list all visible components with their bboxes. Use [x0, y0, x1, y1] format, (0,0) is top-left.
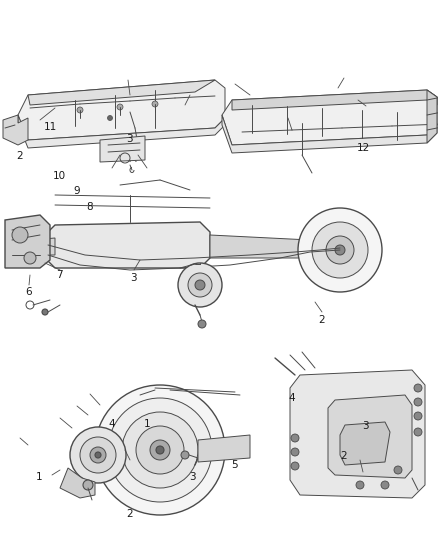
Circle shape	[381, 481, 389, 489]
Circle shape	[188, 273, 212, 297]
Circle shape	[312, 222, 368, 278]
Circle shape	[77, 107, 83, 113]
Circle shape	[291, 448, 299, 456]
Polygon shape	[100, 136, 145, 162]
Text: 1: 1	[143, 419, 150, 429]
Circle shape	[152, 101, 158, 107]
Circle shape	[291, 434, 299, 442]
Polygon shape	[210, 235, 310, 258]
Circle shape	[181, 451, 189, 459]
Circle shape	[150, 440, 170, 460]
Bar	[326, 119, 338, 127]
Circle shape	[107, 116, 113, 120]
Circle shape	[80, 437, 116, 473]
Circle shape	[108, 398, 212, 502]
Bar	[366, 116, 378, 124]
Polygon shape	[3, 115, 28, 145]
Circle shape	[335, 245, 345, 255]
Circle shape	[414, 384, 422, 392]
Text: 3: 3	[126, 134, 133, 143]
Polygon shape	[18, 115, 225, 148]
Circle shape	[414, 398, 422, 406]
Polygon shape	[198, 435, 250, 462]
Circle shape	[298, 208, 382, 292]
Bar	[251, 125, 263, 133]
Polygon shape	[5, 215, 50, 268]
Text: 2: 2	[16, 151, 23, 160]
Circle shape	[83, 480, 93, 490]
Circle shape	[136, 426, 184, 474]
Circle shape	[326, 236, 354, 264]
Circle shape	[198, 320, 206, 328]
Circle shape	[95, 385, 225, 515]
Circle shape	[70, 427, 126, 483]
Text: 2: 2	[318, 315, 325, 325]
Circle shape	[178, 263, 222, 307]
Text: 2: 2	[126, 510, 133, 519]
Text: 11: 11	[44, 122, 57, 132]
Polygon shape	[340, 422, 390, 465]
Text: 3: 3	[130, 273, 137, 283]
Bar	[286, 122, 298, 130]
Text: 9: 9	[73, 186, 80, 196]
Polygon shape	[28, 80, 215, 105]
Circle shape	[414, 412, 422, 420]
Polygon shape	[45, 222, 210, 268]
Polygon shape	[10, 238, 55, 255]
Text: 3: 3	[189, 472, 196, 482]
Circle shape	[394, 466, 402, 474]
Text: 7: 7	[56, 270, 63, 280]
Circle shape	[122, 412, 198, 488]
Text: 12: 12	[357, 143, 370, 153]
Circle shape	[117, 104, 123, 110]
Circle shape	[195, 280, 205, 290]
Text: 2: 2	[340, 451, 347, 461]
Polygon shape	[427, 90, 437, 143]
Circle shape	[42, 309, 48, 315]
Polygon shape	[18, 80, 225, 140]
Text: 10: 10	[53, 171, 66, 181]
Circle shape	[95, 452, 101, 458]
Text: 4: 4	[108, 419, 115, 429]
Polygon shape	[328, 395, 412, 478]
Polygon shape	[232, 90, 437, 110]
Circle shape	[356, 481, 364, 489]
Polygon shape	[222, 115, 437, 153]
Polygon shape	[60, 468, 95, 498]
Text: 8: 8	[86, 202, 93, 212]
Polygon shape	[222, 90, 437, 145]
Text: 5: 5	[231, 460, 238, 470]
Circle shape	[12, 227, 28, 243]
Polygon shape	[290, 370, 425, 498]
Text: 6: 6	[25, 287, 32, 297]
Circle shape	[291, 462, 299, 470]
Circle shape	[414, 428, 422, 436]
Text: 4: 4	[288, 393, 295, 403]
Circle shape	[90, 447, 106, 463]
Circle shape	[24, 252, 36, 264]
Circle shape	[156, 446, 164, 454]
Text: 1: 1	[36, 472, 43, 482]
Text: 3: 3	[362, 422, 369, 431]
